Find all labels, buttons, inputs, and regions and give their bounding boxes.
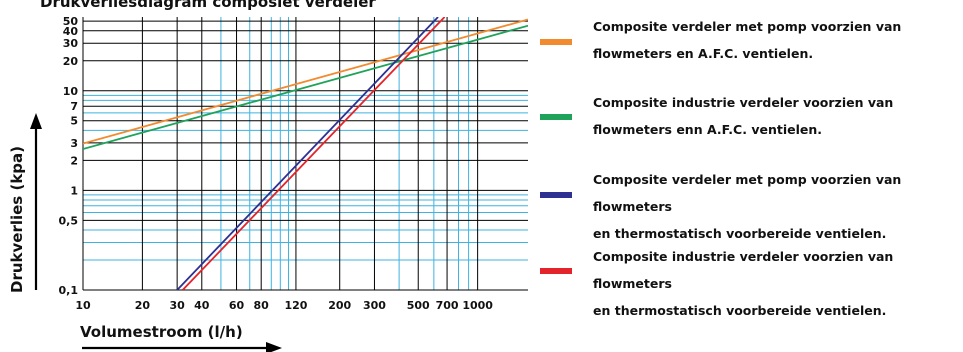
y-tick-label: 30 <box>63 37 79 50</box>
x-axis-title: Volumestroom (l/h) <box>80 323 243 341</box>
y-tick-label: 20 <box>63 55 79 68</box>
x-tick-label: 10 <box>75 299 91 312</box>
series-line-1 <box>83 18 528 145</box>
x-tick-label: 60 <box>229 299 245 312</box>
legend-label: Composite industrie verdeler voorzien va… <box>593 95 894 137</box>
legend-swatch <box>540 39 572 45</box>
grid-minor <box>83 17 528 290</box>
series-lines <box>83 17 528 290</box>
y-tick-label: 2 <box>70 154 78 167</box>
series-line-4 <box>182 17 446 290</box>
chart: Drukverliesdiagram composiet verdeler 10… <box>8 0 528 352</box>
y-tick-label: 3 <box>70 137 78 150</box>
legend-label: Composite verdeler met pomp voorzien van… <box>593 19 902 61</box>
legend-label: Composite verdeler met pomp voorzien van… <box>593 172 902 241</box>
x-tick-label: 300 <box>363 299 386 312</box>
y-tick-label: 40 <box>63 25 79 38</box>
x-tick-label: 700 <box>436 299 459 312</box>
legend: Composite verdeler met pomp voorzien van… <box>540 0 963 352</box>
legend-label: Composite industrie verdeler voorzien va… <box>593 249 894 318</box>
series-line-3 <box>176 17 439 290</box>
y-tick-label: 0,1 <box>59 284 79 297</box>
x-tick-label: 80 <box>254 299 270 312</box>
x-tick-label: 120 <box>284 299 307 312</box>
x-tick-label: 200 <box>328 299 351 312</box>
y-tick-label: 5 <box>70 115 78 128</box>
legend-swatch <box>540 192 572 198</box>
x-tick-label: 500 <box>407 299 430 312</box>
y-axis-arrow <box>30 113 42 290</box>
x-tick-label: 40 <box>194 299 210 312</box>
x-tick-label: 20 <box>135 299 151 312</box>
x-tick-labels: 10 20 30 40 60 80 120 200 300 500 700 1000 <box>75 299 493 312</box>
y-tick-label: 50 <box>63 15 79 28</box>
y-tick-label: 1 <box>70 184 78 197</box>
y-tick-label: 7 <box>70 100 78 113</box>
y-tick-label: 10 <box>63 85 79 98</box>
legend-swatch <box>540 268 572 274</box>
series-line-2 <box>83 24 528 150</box>
x-axis-arrow <box>82 342 282 352</box>
y-tick-label: 0,5 <box>59 214 79 227</box>
y-axis-title: Drukverlies (kpa) <box>8 146 26 293</box>
legend-swatch <box>540 114 572 120</box>
x-tick-label: 1000 <box>462 299 493 312</box>
x-tick-label: 30 <box>169 299 185 312</box>
chart-title: Drukverliesdiagram composiet verdeler <box>40 0 376 11</box>
grid-major <box>82 17 528 291</box>
